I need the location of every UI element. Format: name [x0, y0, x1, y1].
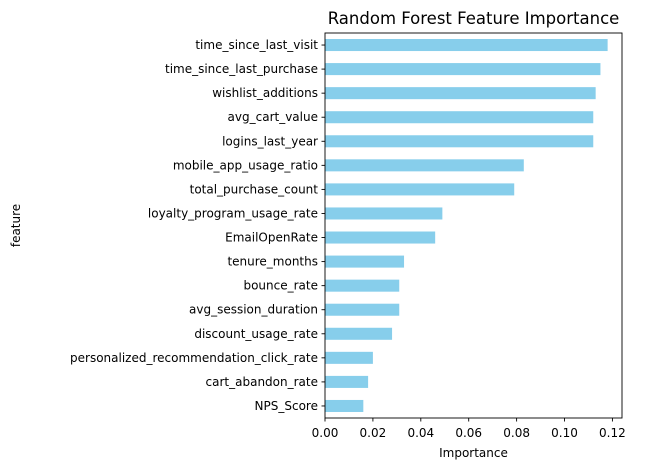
bar-total_purchase_count [325, 183, 515, 196]
y-tick-label: time_since_last_purchase [165, 62, 318, 76]
y-tick-label: bounce_rate [243, 279, 318, 293]
bar-wishlist_additions [325, 87, 596, 100]
bar-tenure_months [325, 255, 405, 268]
y-tick-label: EmailOpenRate [225, 231, 318, 245]
y-tick-label: loyalty_program_usage_rate [148, 206, 318, 220]
x-tick-label: 0.04 [407, 426, 434, 440]
x-tick-label: 0.06 [455, 426, 482, 440]
x-tick-label: 0.12 [599, 426, 626, 440]
y-tick-label: time_since_last_visit [195, 38, 318, 52]
bar-NPS_Score [325, 399, 364, 412]
bar-cart_abandon_rate [325, 375, 369, 388]
y-tick-label: cart_abandon_rate [206, 375, 318, 389]
x-axis-label: Importance [439, 446, 508, 460]
x-ticks: 0.00 0.02 0.04 0.06 0.08 0.10 0.12 [312, 418, 626, 440]
y-tick-label: NPS_Score [255, 399, 318, 413]
bar-EmailOpenRate [325, 231, 436, 244]
bar-mobile_app_usage_ratio [325, 159, 524, 172]
bar-avg_session_duration [325, 303, 400, 316]
y-tick-label: tenure_months [227, 255, 318, 269]
y-tick-label: avg_cart_value [228, 110, 318, 124]
y-tick-label: avg_session_duration [189, 303, 318, 317]
y-tick-label: total_purchase_count [190, 182, 319, 196]
y-tick-label: discount_usage_rate [194, 327, 318, 341]
bars-group [325, 39, 608, 412]
x-tick-label: 0.02 [360, 426, 387, 440]
bar-loyalty_program_usage_rate [325, 207, 443, 220]
bar-personalized_recommendation_click_rate [325, 351, 373, 364]
y-tick-label: mobile_app_usage_ratio [173, 158, 318, 172]
chart-title: Random Forest Feature Importance [328, 9, 620, 28]
x-tick-label: 0.00 [312, 426, 339, 440]
x-tick-label: 0.08 [503, 426, 530, 440]
bar-bounce_rate [325, 279, 400, 292]
bar-time_since_last_purchase [325, 63, 601, 76]
bar-time_since_last_visit [325, 39, 608, 52]
y-tick-label: personalized_recommendation_click_rate [70, 351, 318, 365]
x-tick-label: 0.10 [551, 426, 578, 440]
y-tick-label: wishlist_additions [212, 86, 318, 100]
bar-discount_usage_rate [325, 327, 393, 340]
plot-frame [324, 32, 623, 419]
y-tick-labels: time_since_last_visit time_since_last_pur… [70, 38, 325, 413]
bar-avg_cart_value [325, 111, 594, 124]
y-tick-label: logins_last_year [222, 134, 318, 148]
bar-logins_last_year [325, 135, 594, 148]
y-axis-label: feature [9, 204, 23, 247]
